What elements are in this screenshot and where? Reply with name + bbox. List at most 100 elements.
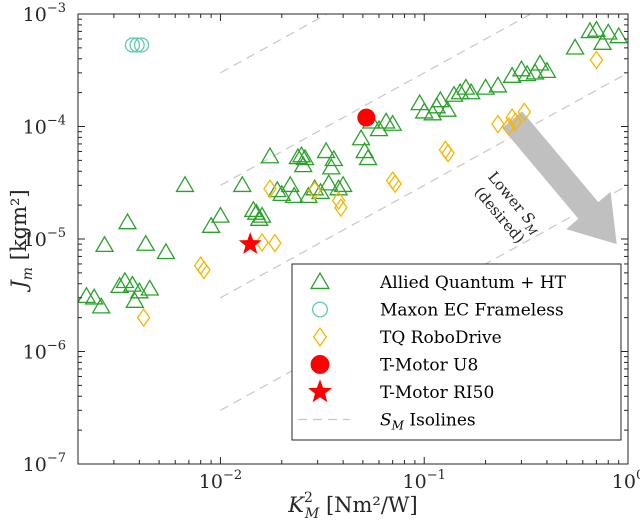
point-0-47 xyxy=(414,102,434,119)
point-0-41 xyxy=(358,148,378,166)
point-0-37 xyxy=(328,178,349,196)
point-0-62 xyxy=(530,54,550,71)
legend-entry-1: Maxon EC Frameless xyxy=(311,301,564,321)
lower-sm-arrow xyxy=(502,111,617,245)
point-2-4 xyxy=(263,179,277,199)
point-0-4 xyxy=(109,276,130,294)
point-0-64 xyxy=(565,38,585,55)
point-0-35 xyxy=(321,157,341,175)
point-0-3 xyxy=(94,235,115,253)
point-0-51 xyxy=(437,100,458,117)
point-0-5 xyxy=(115,271,135,289)
point-0-23 xyxy=(272,184,292,202)
legend-entry-4: T-Motor RI50 xyxy=(308,379,494,403)
point-0-34 xyxy=(319,173,339,191)
point-0-58 xyxy=(502,66,522,83)
legend-label-2: TQ RoboDrive xyxy=(380,328,502,348)
legend-marker-0 xyxy=(309,271,331,290)
point-1-2 xyxy=(133,37,150,53)
legend-entry-5: SM Isolines xyxy=(298,411,476,433)
y-tick-label-3: 10−4 xyxy=(23,114,66,139)
point-0-67 xyxy=(592,33,613,50)
legend-marker-3 xyxy=(310,355,330,374)
y-tick-label-0: 10−7 xyxy=(23,451,66,476)
point-0-46 xyxy=(410,93,430,111)
annotation-label: Lower SM(desired) xyxy=(471,168,540,247)
legend-label-4: T-Motor RI50 xyxy=(380,383,494,403)
point-0-32 xyxy=(310,182,331,200)
point-0-14 xyxy=(201,216,221,233)
x-tick-label-0: 10−2 xyxy=(199,468,242,493)
x-axis-label: K2 M [Nm²/W] xyxy=(287,490,417,522)
annotation-layer: Lower SM(desired) xyxy=(471,111,617,247)
legend-label-3: T-Motor U8 xyxy=(380,356,478,376)
point-2-17 xyxy=(517,102,532,122)
legend-marker-1 xyxy=(311,301,328,318)
point-0-50 xyxy=(430,90,450,108)
isoline-0 xyxy=(220,14,329,74)
point-0-69 xyxy=(609,26,628,44)
point-2-8 xyxy=(334,198,348,218)
point-0-1 xyxy=(84,288,104,305)
point-4-0 xyxy=(238,232,262,254)
point-0-12 xyxy=(156,242,176,260)
point-0-63 xyxy=(537,61,557,78)
legend-box xyxy=(291,263,622,441)
y-tick-label-1: 10−6 xyxy=(23,339,66,364)
legend-entry-0: Allied Quantum + HT xyxy=(309,271,567,293)
point-2-12 xyxy=(441,143,455,163)
point-0-55 xyxy=(461,82,481,100)
point-3-0 xyxy=(357,108,376,127)
series-1 xyxy=(124,37,150,53)
legend-label-5: SM Isolines xyxy=(380,411,476,433)
point-2-14 xyxy=(501,116,516,137)
point-0-66 xyxy=(586,20,607,37)
axes-layer: 10−2 10−1 100 10−7 10−6 10−5 10−4 10−3 K2M [Nm²/… xyxy=(7,1,640,522)
point-0-21 xyxy=(260,146,280,164)
point-0-33 xyxy=(316,141,336,159)
series-2 xyxy=(136,50,604,328)
legend-marker-4 xyxy=(308,379,332,403)
point-0-29 xyxy=(295,148,315,166)
legend-marker-2 xyxy=(312,326,328,348)
y-tick-label-2: 10−5 xyxy=(23,226,66,251)
legend-label-0: Allied Quantum + HT xyxy=(379,273,567,293)
point-0-38 xyxy=(333,175,353,193)
legend-label-1: Maxon EC Frameless xyxy=(380,301,564,321)
point-2-3 xyxy=(255,232,269,253)
point-0-39 xyxy=(351,128,371,146)
point-0-57 xyxy=(488,76,508,93)
point-2-16 xyxy=(508,112,523,132)
point-0-7 xyxy=(122,275,143,292)
point-0-0 xyxy=(78,286,97,303)
point-0-60 xyxy=(517,64,537,82)
series-0 xyxy=(78,20,628,314)
legend-entry-2: TQ RoboDrive xyxy=(312,326,502,348)
point-0-22 xyxy=(267,180,287,198)
legend: Allied Quantum + HT Maxon EC Frameless TQ … xyxy=(291,263,622,441)
point-0-27 xyxy=(291,145,312,163)
point-0-11 xyxy=(140,279,160,296)
point-0-25 xyxy=(284,186,304,203)
point-0-6 xyxy=(117,212,138,230)
point-2-13 xyxy=(491,114,505,134)
x-tick-label-2: 100 xyxy=(612,468,640,493)
point-0-13 xyxy=(175,175,195,193)
point-2-6 xyxy=(307,180,322,201)
point-0-24 xyxy=(280,175,300,193)
point-2-18 xyxy=(589,50,604,70)
point-2-10 xyxy=(388,174,402,194)
x-tick-label-1: 10−1 xyxy=(403,468,446,493)
legend-entry-3: T-Motor U8 xyxy=(310,355,478,376)
point-0-15 xyxy=(210,206,231,223)
y-tick-label-4: 10−3 xyxy=(23,1,66,26)
point-0-10 xyxy=(136,234,156,251)
point-2-0 xyxy=(136,308,151,328)
marks-layer xyxy=(78,20,628,328)
point-0-61 xyxy=(525,63,545,80)
point-0-2 xyxy=(91,296,111,314)
series-3 xyxy=(357,108,376,127)
series-4 xyxy=(238,232,262,254)
